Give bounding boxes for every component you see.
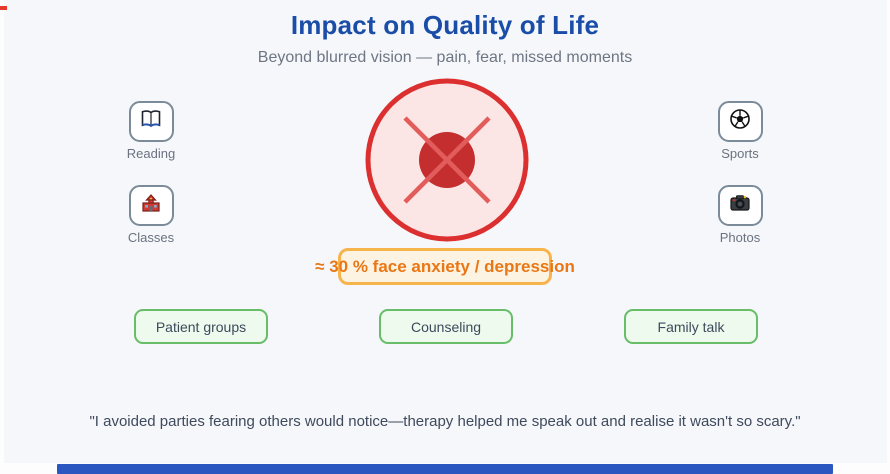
- school-icon: [139, 191, 163, 220]
- activity-photos: Photos: [695, 185, 785, 245]
- camera-icon: [728, 191, 752, 220]
- patient-quote: "I avoided parties fearing others would …: [89, 413, 801, 430]
- top-left-marker: [0, 6, 7, 10]
- activity-card-photos[interactable]: [717, 185, 763, 226]
- blocked-vision-graphic: [364, 77, 530, 243]
- activity-label-photos: Photos: [719, 230, 761, 245]
- family-talk-button[interactable]: Family talk: [624, 309, 758, 344]
- window-edge-left: [0, 0, 4, 474]
- horizontal-scrollbar-thumb[interactable]: [57, 464, 833, 474]
- stat-badge: ≈ 30 % face anxiety / depression: [315, 248, 575, 285]
- activity-label-reading: Reading: [126, 146, 176, 161]
- activity-classes: Classes: [106, 185, 196, 245]
- book-icon: [139, 107, 163, 136]
- activity-label-sports: Sports: [721, 146, 759, 161]
- patient-groups-button[interactable]: Patient groups: [134, 309, 268, 344]
- page-title: Impact on Quality of Life: [290, 10, 600, 40]
- activity-label-classes: Classes: [127, 230, 175, 245]
- activity-card-classes[interactable]: [128, 185, 174, 226]
- stat-badge-label: ≈ 30 % face anxiety / depression: [315, 256, 575, 276]
- activity-reading: Reading: [106, 101, 196, 161]
- activity-sports: Sports: [695, 101, 785, 161]
- activity-card-sports[interactable]: [717, 101, 763, 142]
- counseling-button[interactable]: Counseling: [379, 309, 513, 344]
- activity-card-reading[interactable]: [128, 101, 174, 142]
- window-edge-right: [887, 0, 890, 474]
- soccer-ball-icon: [728, 107, 752, 136]
- page-subtitle: Beyond blurred vision — pain, fear, miss…: [257, 49, 633, 66]
